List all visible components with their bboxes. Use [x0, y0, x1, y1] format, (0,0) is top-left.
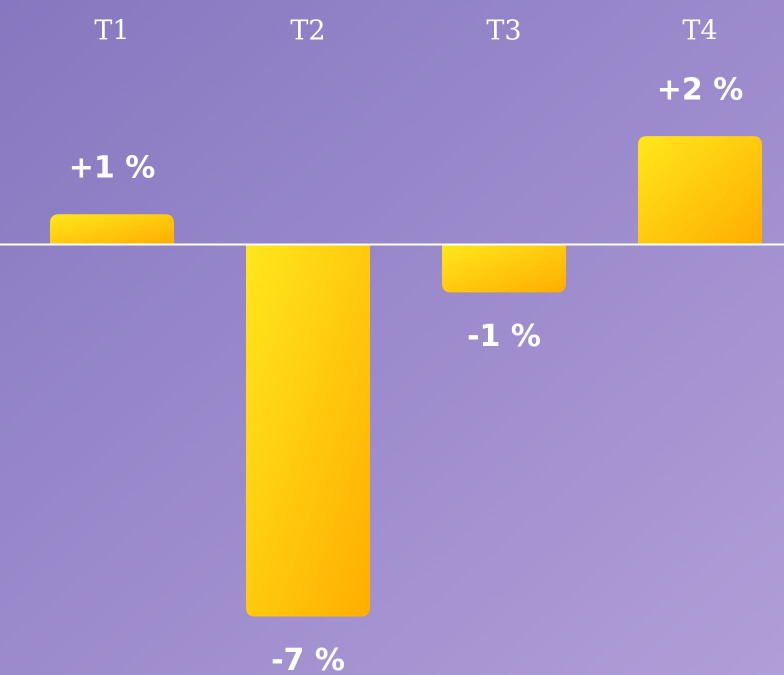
value-label: +2 %	[657, 73, 744, 108]
x-tick-label: T3	[486, 16, 521, 47]
value-label: +1 %	[69, 151, 156, 186]
x-tick-label: T2	[290, 16, 325, 47]
x-tick-label: T1	[94, 16, 129, 47]
x-tick-label: T4	[682, 16, 717, 47]
bar	[246, 244, 370, 617]
bar	[442, 244, 566, 293]
value-label: -1 %	[467, 319, 541, 354]
value-label: -7 %	[271, 643, 345, 675]
bar	[638, 136, 762, 245]
bar	[50, 214, 174, 245]
